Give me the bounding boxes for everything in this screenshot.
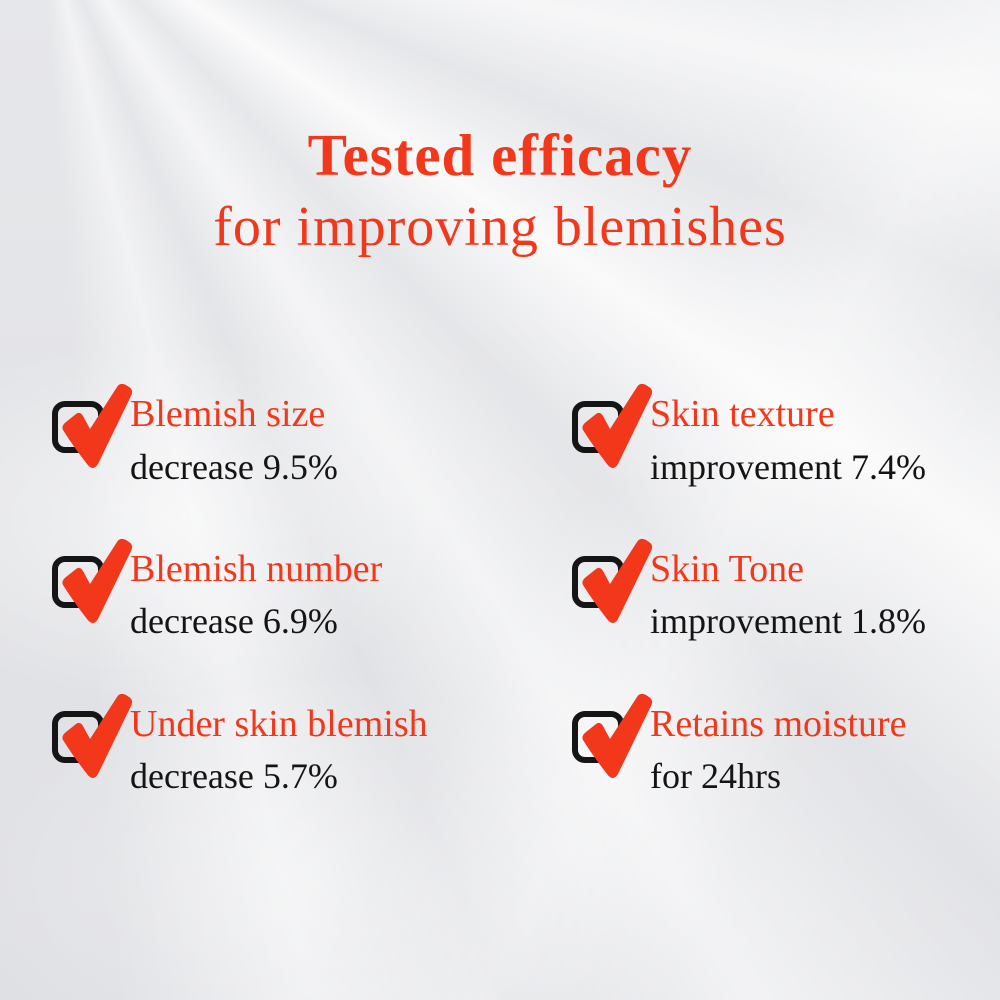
item-text: Blemish number decrease 6.9% <box>130 547 382 644</box>
item-detail: decrease 5.7% <box>130 756 338 797</box>
item-text: Skin Tone improvement 1.8% <box>650 547 926 644</box>
item-text: Skin texture improvement 7.4% <box>650 392 926 489</box>
checkmark-icon <box>62 693 133 778</box>
checkbox <box>572 693 653 778</box>
item-blemish-size: Blemish size decrease 9.5% <box>52 383 572 489</box>
checkbox <box>52 693 133 778</box>
item-detail: decrease 6.9% <box>130 601 338 642</box>
item-label: Skin texture <box>650 393 835 435</box>
checkmark-icon <box>62 538 133 623</box>
page-title: Tested efficacy <box>307 122 693 188</box>
checkbox <box>572 538 653 623</box>
checkbox <box>572 383 653 468</box>
item-detail: improvement 1.8% <box>650 601 926 642</box>
item-text: Blemish size decrease 9.5% <box>130 392 338 489</box>
item-label: Blemish number <box>130 547 383 590</box>
item-detail: for 24hrs <box>650 756 781 797</box>
title-block: Tested efficacy for improving blemishes <box>0 122 1000 258</box>
item-under-skin-blemish: Under skin blemish decrease 5.7% <box>52 693 572 799</box>
item-retains-moisture: Retains moisture for 24hrs <box>572 693 980 799</box>
checkmark-icon <box>582 383 653 468</box>
item-detail: improvement 7.4% <box>650 446 926 487</box>
item-skin-texture: Skin texture improvement 7.4% <box>572 383 980 489</box>
checkbox <box>52 383 133 468</box>
item-label: Retains moisture <box>650 702 907 745</box>
item-text: Under skin blemish decrease 5.7% <box>130 702 428 799</box>
item-label: Blemish size <box>130 393 326 435</box>
checkmark-icon <box>582 538 653 623</box>
checkmark-icon <box>62 383 133 468</box>
checkmark-icon <box>582 693 653 778</box>
item-label: Skin Tone <box>650 547 804 590</box>
item-text: Retains moisture for 24hrs <box>650 702 906 799</box>
item-label: Under skin blemish <box>130 702 428 745</box>
item-blemish-number: Blemish number decrease 6.9% <box>52 538 572 644</box>
efficacy-items-grid: Blemish size decrease 9.5% Skin texture … <box>52 383 980 799</box>
item-detail: decrease 9.5% <box>130 446 338 487</box>
item-skin-tone: Skin Tone improvement 1.8% <box>572 538 980 644</box>
page-subtitle: for improving blemishes <box>213 196 787 258</box>
checkbox <box>52 538 133 623</box>
